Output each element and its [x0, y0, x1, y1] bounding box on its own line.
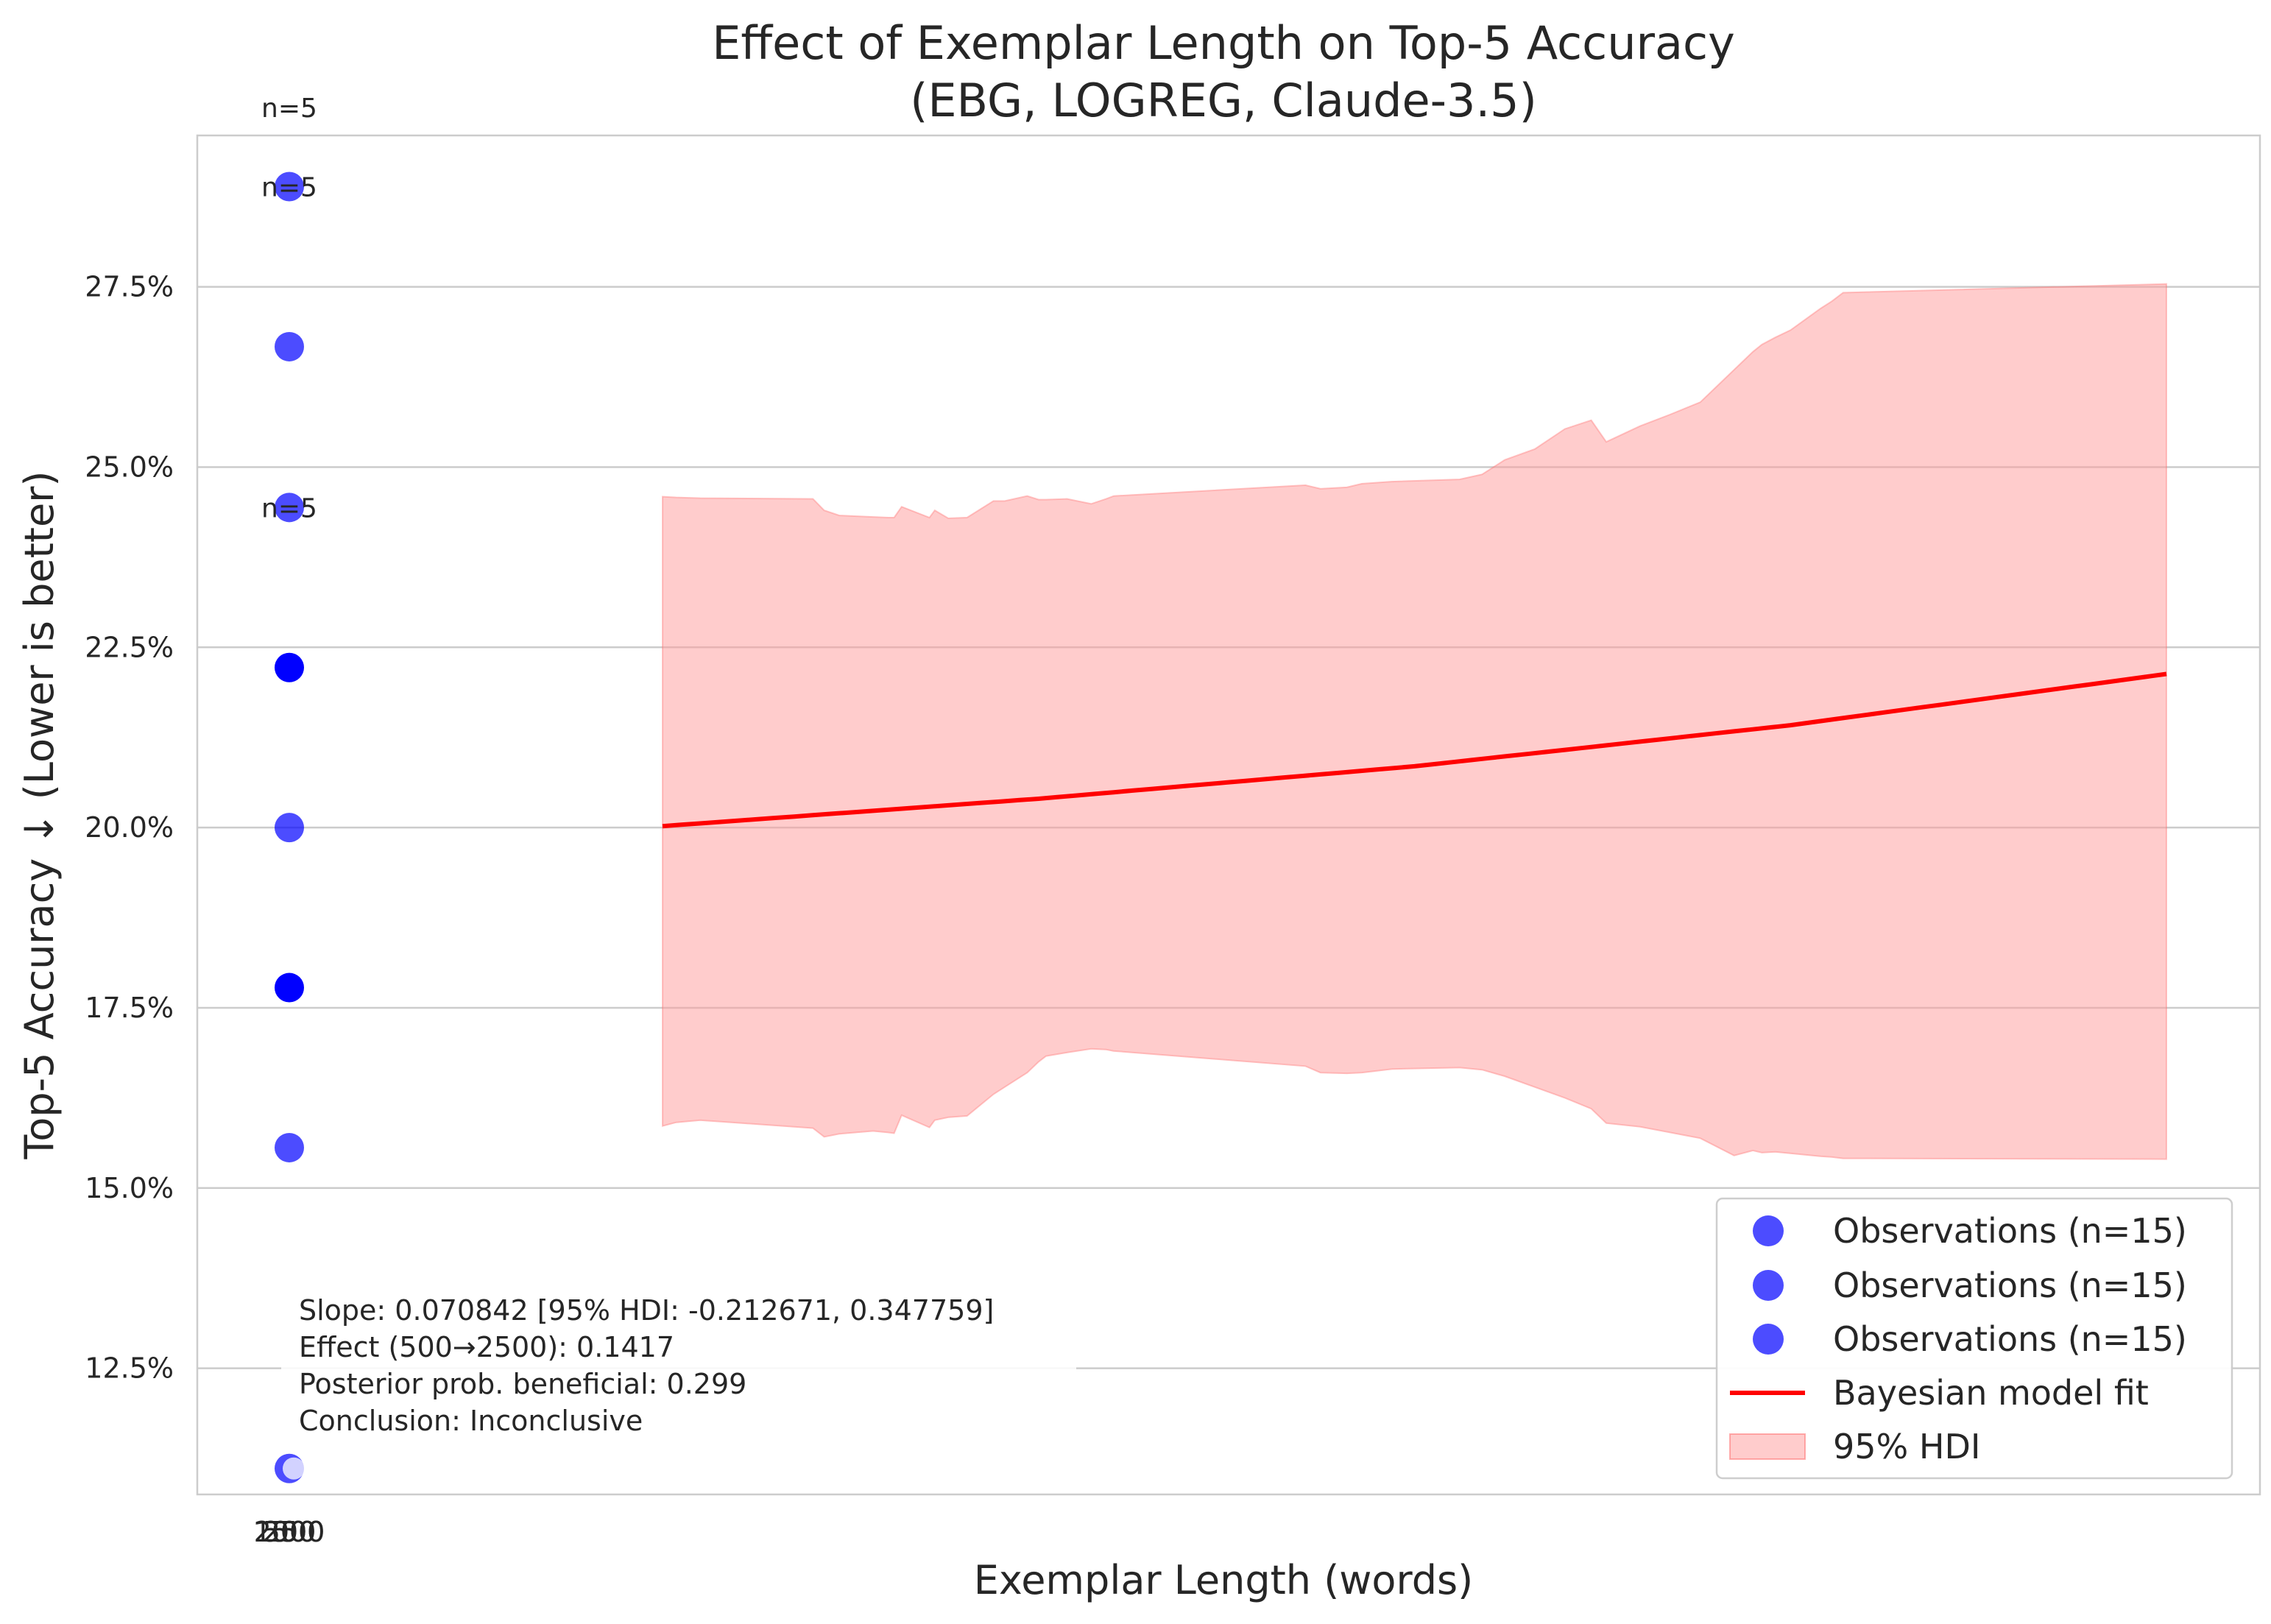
observation-point — [275, 813, 304, 843]
legend-marker-observations-3 — [1753, 1324, 1784, 1355]
legend-patch-hdi — [1729, 1433, 1806, 1460]
legend-label-observations-2: Observations (n=15) — [1833, 1265, 2187, 1305]
legend-marker-observations-2 — [1753, 1270, 1784, 1301]
n-count-label: n=5 — [261, 173, 317, 203]
x-tick-label: 2500 — [254, 1516, 325, 1548]
legend-label-fit: Bayesian model fit — [1833, 1373, 2149, 1413]
observation-point — [275, 972, 304, 1003]
observation-point — [275, 1132, 304, 1162]
y-tick-labels: 12.5% 15.0% 17.5% 20.0% 22.5% 25.0% 27.5% — [85, 271, 174, 1385]
x-tick-label: 1000 — [254, 1516, 325, 1548]
fit-line-layer — [662, 671, 2167, 829]
annotation-line-effect: Effect (500→2500): 0.1417 — [299, 1331, 674, 1363]
legend-label-observations-1: Observations (n=15) — [1833, 1211, 2187, 1251]
chart-subtitle: (EBG, LOGREG, Claude-3.5) — [910, 74, 1537, 127]
y-tick-label: 20.0% — [85, 811, 174, 844]
legend: Observations (n=15) Observations (n=15) … — [1715, 1197, 2233, 1480]
hdi-band-layer — [662, 283, 2167, 1160]
legend-label-hdi: 95% HDI — [1833, 1427, 1980, 1466]
y-axis-label: Top-5 Accuracy ↓ (Lower is better) — [16, 471, 63, 1160]
observation-point-highlight — [283, 1457, 305, 1480]
fit-line — [662, 671, 2167, 829]
n-count-label: n=5 — [261, 93, 317, 124]
observation-point — [275, 652, 304, 682]
x-axis-label: Exemplar Length (words) — [974, 1557, 1473, 1603]
annotation-line-posterior: Posterior prob. beneficial: 0.299 — [299, 1368, 746, 1400]
y-tick-label: 12.5% — [85, 1352, 174, 1385]
annotation-line-conclusion: Conclusion: Inconclusive — [299, 1405, 643, 1437]
observation-point — [275, 172, 304, 202]
y-tick-label: 27.5% — [85, 271, 174, 303]
hdi-band — [662, 283, 2167, 1160]
y-tick-label: 25.0% — [85, 451, 174, 483]
legend-box — [1715, 1197, 2233, 1480]
stats-annotation: Slope: 0.070842 [95% HDI: -0.212671, 0.3… — [281, 1287, 1076, 1445]
n-count-label: n=5 — [261, 493, 317, 523]
observation-points-layer — [275, 172, 305, 1483]
y-tick-label: 17.5% — [85, 992, 174, 1024]
chart-title: Effect of Exemplar Length on Top-5 Accur… — [712, 16, 1735, 70]
x-tick-label: 500 — [263, 1516, 317, 1548]
y-tick-label: 15.0% — [85, 1172, 174, 1204]
observation-point — [275, 493, 304, 523]
legend-marker-observations-1 — [1753, 1215, 1784, 1246]
legend-label-observations-3: Observations (n=15) — [1833, 1319, 2187, 1359]
stats-annotation-box — [281, 1287, 1076, 1445]
observation-point — [275, 331, 304, 361]
x-tick-label: 250 — [263, 1516, 317, 1548]
chart-title-group: Effect of Exemplar Length on Top-5 Accur… — [712, 16, 1735, 127]
n-labels-layer: n=5 n=5 n=5 — [261, 93, 317, 524]
y-tick-label: 22.5% — [85, 631, 174, 663]
annotation-line-slope: Slope: 0.070842 [95% HDI: -0.212671, 0.3… — [299, 1294, 994, 1327]
